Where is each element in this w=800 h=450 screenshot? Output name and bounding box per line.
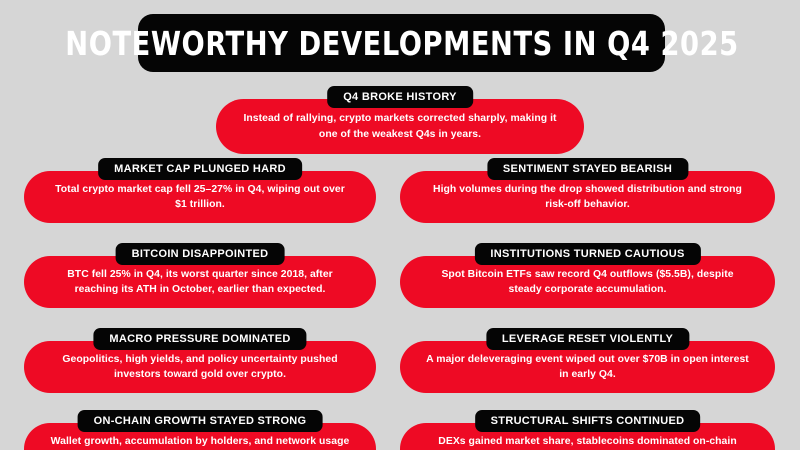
card-body-text: A major deleveraging event wiped out ove… <box>426 353 749 380</box>
card-label-text: STRUCTURAL SHIFTS CONTINUED <box>490 414 685 427</box>
card-label: STRUCTURAL SHIFTS CONTINUED <box>474 410 701 432</box>
card-body: Spot Bitcoin ETFs saw record Q4 outflows… <box>400 256 775 308</box>
card-label-text: Q4 BROKE HISTORY <box>343 90 457 103</box>
card-label: MACRO PRESSURE DOMINATED <box>93 328 307 350</box>
poster-title-bar: NOTEWORTHY DEVELOPMENTS IN Q4 2025 <box>65 14 738 72</box>
card-body-text: High volumes during the drop showed dist… <box>433 183 742 210</box>
card-label: Q4 BROKE HISTORY <box>327 86 473 108</box>
card-label-text: ON-CHAIN GROWTH STAYED STRONG <box>93 414 307 427</box>
card-body-text: Spot Bitcoin ETFs saw record Q4 outflows… <box>441 268 734 295</box>
card-label: SENTIMENT STAYED BEARISH <box>486 158 689 180</box>
card-body: A major deleveraging event wiped out ove… <box>400 341 775 393</box>
card-body-text: BTC fell 25% in Q4, its worst quarter si… <box>67 268 333 295</box>
card-label: MARKET CAP PLUNGED HARD <box>98 158 302 180</box>
card-body-text: Instead of rallying, crypto markets corr… <box>243 113 557 140</box>
card-body: Instead of rallying, crypto markets corr… <box>216 99 584 154</box>
page-title: NOTEWORTHY DEVELOPMENTS IN Q4 2025 <box>64 23 739 63</box>
card-label: INSTITUTIONS TURNED CAUTIOUS <box>474 243 701 265</box>
card-label-text: INSTITUTIONS TURNED CAUTIOUS <box>490 247 685 260</box>
card-label-text: MACRO PRESSURE DOMINATED <box>109 332 291 345</box>
card-label-text: LEVERAGE RESET VIOLENTLY <box>501 332 674 345</box>
card-label: ON-CHAIN GROWTH STAYED STRONG <box>77 410 323 432</box>
card-label: BITCOIN DISAPPOINTED <box>115 243 285 265</box>
card-body-text: DEXs gained market share, stablecoins do… <box>438 435 737 447</box>
card-label-text: SENTIMENT STAYED BEARISH <box>502 162 673 175</box>
card-body-text: Total crypto market cap fell 25–27% in Q… <box>55 183 345 210</box>
card-label: LEVERAGE RESET VIOLENTLY <box>485 328 690 350</box>
card-body-text: Geopolitics, high yields, and policy unc… <box>62 353 338 380</box>
card-label-text: MARKET CAP PLUNGED HARD <box>114 162 286 175</box>
card-body-text: Wallet growth, accumulation by holders, … <box>50 435 350 447</box>
card-label-text: BITCOIN DISAPPOINTED <box>131 247 269 260</box>
